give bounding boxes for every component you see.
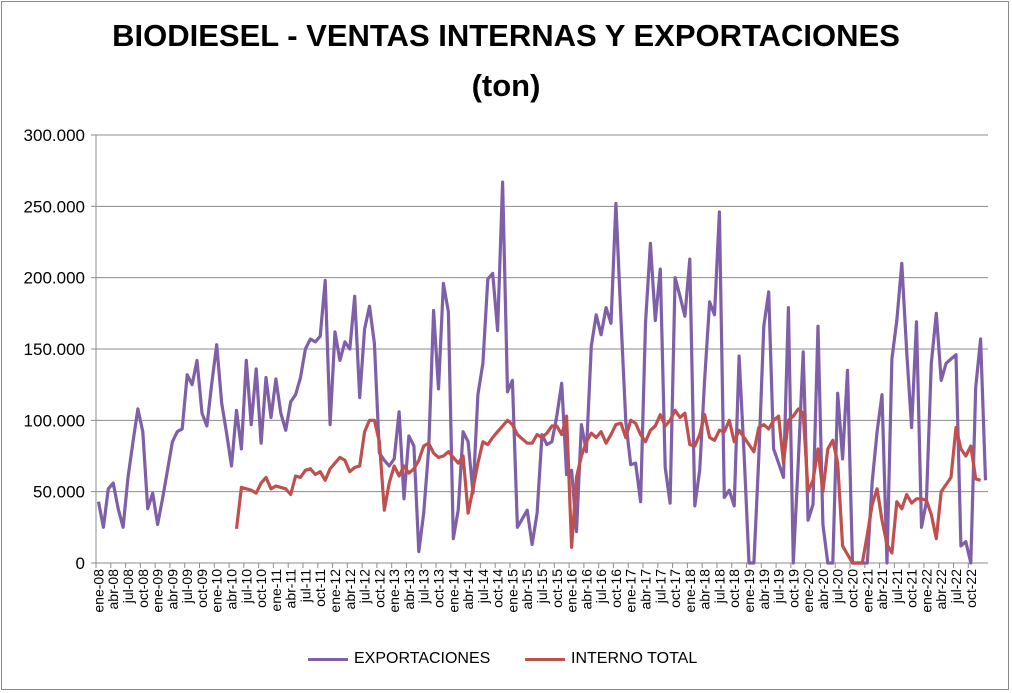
x-tick-label: jul-20 [830,569,846,604]
x-tick-label: oct-20 [844,569,860,608]
x-tick-label: ene-18 [682,569,698,613]
x-tick-label: jul-19 [771,569,787,604]
legend-swatch [308,657,348,661]
legend-item-interno-total: INTERNO TOTAL [525,650,697,668]
x-tick-label: ene-21 [859,569,875,613]
chart-subtitle: (ton) [471,68,541,103]
legend-label: INTERNO TOTAL [571,650,698,667]
x-tick-label: abr-19 [756,569,772,610]
x-tick-label: abr-16 [578,569,594,610]
x-tick-label: abr-10 [224,569,240,610]
x-tick-label: ene-17 [623,569,639,613]
x-tick-label: abr-20 [815,569,831,610]
x-tick-label: ene-14 [445,569,461,613]
x-tick-label: jul-12 [357,569,373,604]
x-tick-label: abr-13 [401,569,417,610]
x-tick-label: abr-09 [164,569,180,610]
x-tick-label: jul-17 [652,569,668,604]
series-line-exportaciones [96,180,988,565]
x-tick-label: ene-08 [90,569,106,613]
y-tick-label: 200.000 [24,269,85,288]
series-lines [96,180,988,565]
x-tick-label: jul-13 [416,569,432,604]
x-tick-label: jul-09 [179,569,195,604]
series-line-interno-total [234,407,982,565]
x-tick-label: oct-16 [608,569,624,608]
x-tick-label: abr-12 [342,569,358,610]
x-tick-label: oct-19 [785,569,801,608]
x-tick-label: jul-22 [948,569,964,604]
x-tick-label: ene-09 [150,569,166,613]
x-tick-label: ene-19 [741,569,757,613]
x-tick-label: ene-11 [268,569,284,612]
x-tick-label: jul-10 [238,569,254,604]
x-tick-label: jul-14 [475,569,491,604]
x-tick-label: abr-14 [460,569,476,610]
y-tick-label: 300.000 [24,126,85,145]
x-tick-label: abr-17 [637,569,653,610]
x-tick-label: oct-10 [253,569,269,608]
x-tick-label: oct-21 [904,569,920,608]
y-tick-label: 100.000 [24,411,85,430]
x-tick-label: abr-11 [283,569,299,609]
x-tick-label: abr-08 [105,569,121,610]
y-tick-label: 250.000 [24,197,85,216]
x-tick-label: jul-18 [711,569,727,604]
y-tick-label: 150.000 [24,340,85,359]
x-tick-label: jul-21 [889,569,905,604]
x-tick-label: abr-21 [874,569,890,610]
x-tick-label: jul-08 [120,569,136,604]
x-tick-label: ene-12 [327,569,343,613]
x-tick-label: oct-17 [667,569,683,608]
chart-title: BIODIESEL - VENTAS INTERNAS Y EXPORTACIO… [112,18,900,53]
y-tick-label: 50.000 [33,483,85,502]
x-tick-label: ene-22 [918,569,934,613]
x-tick-label: abr-18 [697,569,713,610]
x-tick-label: oct-13 [431,569,447,608]
x-tick-label: ene-10 [209,569,225,613]
y-axis: 0 50.000 100.000 150.000 200.000 250.000 300.0… [24,126,97,573]
x-tick-label: oct-22 [963,569,979,608]
x-tick-label: ene-20 [800,569,816,613]
x-tick-label: ene-13 [386,569,402,613]
x-tick-label: jul-16 [593,569,609,604]
x-tick-label: oct-14 [490,569,506,608]
x-tick-label: oct-08 [135,569,151,608]
legend-label: EXPORTACIONES [354,650,491,667]
x-axis: ene-08abr-08jul-08oct-08ene-09abr-09jul-… [90,562,988,613]
legend-swatch [525,657,565,661]
x-tick-label: abr-15 [519,569,535,610]
x-tick-label: oct-09 [194,569,210,608]
x-tick-label: ene-16 [564,569,580,613]
y-tick-label: 0 [76,554,85,573]
x-tick-label: jul-11 [297,569,313,603]
x-tick-label: oct-11 [312,569,328,607]
x-tick-label: jul-15 [534,569,550,604]
x-tick-label: oct-18 [726,569,742,608]
x-tick-label: abr-22 [933,569,949,610]
legend-item-exportaciones: EXPORTACIONES [308,650,490,668]
x-tick-label: ene-15 [504,569,520,613]
x-tick-label: oct-15 [549,569,565,608]
gridlines [96,134,988,564]
x-tick-label: oct-12 [371,569,387,608]
